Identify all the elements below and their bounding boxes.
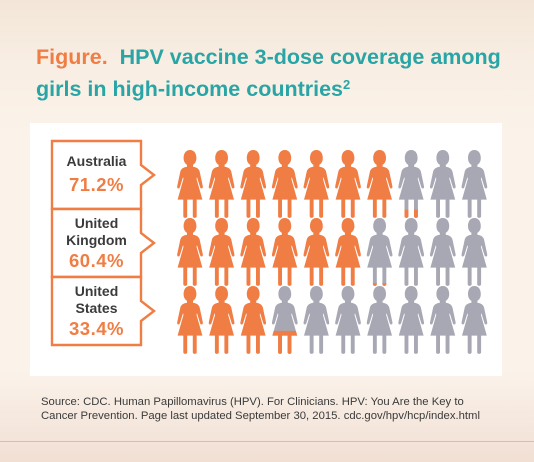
citation-superscript: 2: [343, 77, 351, 92]
figure-icon-partial: [366, 218, 393, 286]
figure-icon-covered: [335, 218, 361, 286]
figure-icon-covered: [240, 218, 267, 286]
coverage-value: 71.2%: [69, 174, 124, 195]
figure-icon-covered: [208, 150, 235, 218]
country-name-line: United: [75, 283, 119, 299]
figure-title-text: HPV vaccine 3-dose coverage among girls …: [36, 45, 501, 101]
figure-icon-covered: [335, 150, 361, 218]
country-name-line: Kingdom: [66, 232, 127, 248]
figure-icon-uncovered: [429, 150, 456, 218]
figure-icon-uncovered: [461, 218, 488, 286]
coverage-value: 33.4%: [69, 318, 124, 339]
figure-label: Figure.: [36, 45, 108, 69]
figure-icon-covered: [177, 218, 203, 286]
figure-icon-covered: [303, 150, 330, 218]
figure-icon-partial: [271, 286, 298, 354]
figure-icon-uncovered: [398, 218, 425, 286]
figure-icon-uncovered: [461, 286, 488, 354]
figure-icon-covered: [303, 218, 330, 286]
figure-icon-uncovered: [429, 286, 456, 354]
figure-icon-uncovered: [366, 286, 393, 354]
figure-icon-covered: [240, 286, 267, 354]
figure-icon-covered: [208, 218, 235, 286]
figure-icon-partial: [398, 150, 425, 218]
coverage-value: 60.4%: [69, 250, 124, 271]
country-name-line: United: [75, 215, 119, 231]
figure-icon-covered: [208, 286, 235, 354]
figure-icon-uncovered: [335, 286, 361, 354]
label-box: [50, 275, 156, 347]
figure-icon-covered: [177, 286, 203, 354]
country-name-line: States: [75, 300, 117, 316]
figure-icon-covered: [366, 150, 393, 218]
figure-icon-uncovered: [461, 150, 488, 218]
country-name-line: Australia: [67, 153, 127, 169]
figure-icon-covered: [177, 150, 203, 218]
figure-icon-covered: [240, 150, 267, 218]
figure-icon-uncovered: [303, 286, 330, 354]
bottom-divider: [0, 441, 534, 442]
figure-title: Figure. HPV vaccine 3-dose coverage amon…: [36, 44, 506, 103]
figure-icon-covered: [271, 218, 298, 286]
figure-icon-uncovered: [398, 286, 425, 354]
figure-icon-uncovered: [429, 218, 456, 286]
country-row: Australia 71.2%: [50, 139, 488, 218]
figure-icon-covered: [271, 150, 298, 218]
source-note: Source: CDC. Human Papillomavirus (HPV).…: [41, 396, 480, 422]
